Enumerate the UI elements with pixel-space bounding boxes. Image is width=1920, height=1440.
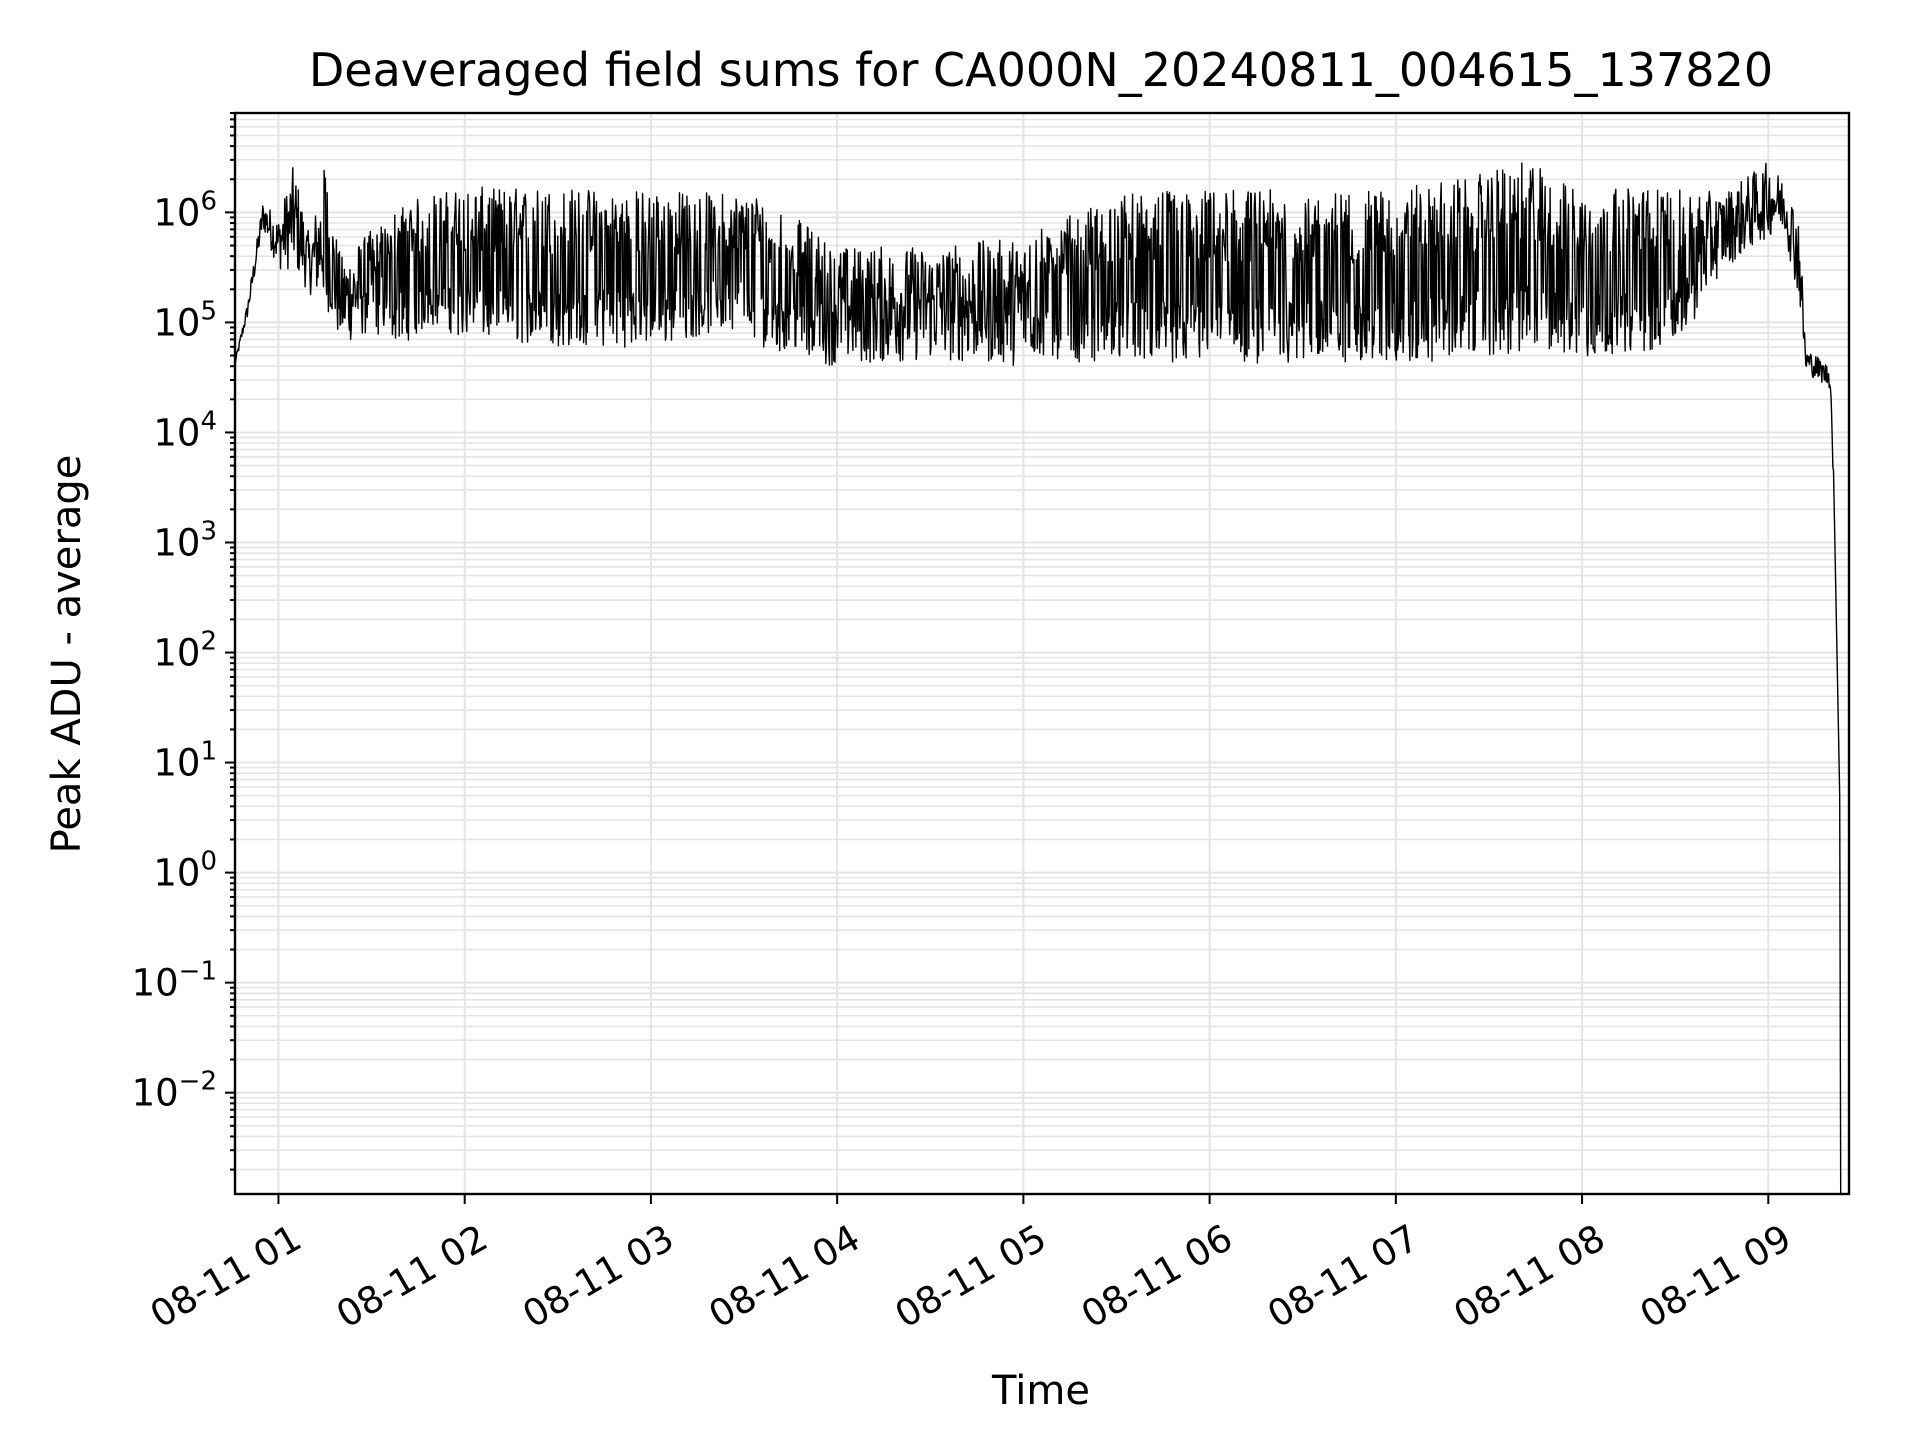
grid [235, 112, 1849, 1194]
y-axis-label: Peak ADU - average [44, 455, 90, 854]
chart-title: Deaveraged field sums for CA000N_2024081… [309, 43, 1773, 97]
y-tick-label-6: 100 [153, 847, 217, 895]
y-tick-label-4: 102 [153, 627, 217, 675]
y-tick-label-0: 106 [153, 186, 217, 234]
y-tick-labels: 106 105 104 103 102 101 100 10−1 10−2 [132, 186, 217, 1114]
y-tick-label-1: 105 [153, 296, 217, 344]
y-tick-label-3: 103 [153, 516, 217, 564]
y-tick-label-8: 10−2 [132, 1067, 217, 1115]
axis-ticks [225, 112, 1770, 1204]
y-tick-label-2: 104 [153, 406, 217, 454]
x-axis-label: Time [991, 1368, 1090, 1414]
y-tick-label-7: 10−1 [132, 957, 217, 1005]
y-tick-label-5: 101 [153, 737, 217, 785]
series-line [234, 162, 1842, 1195]
